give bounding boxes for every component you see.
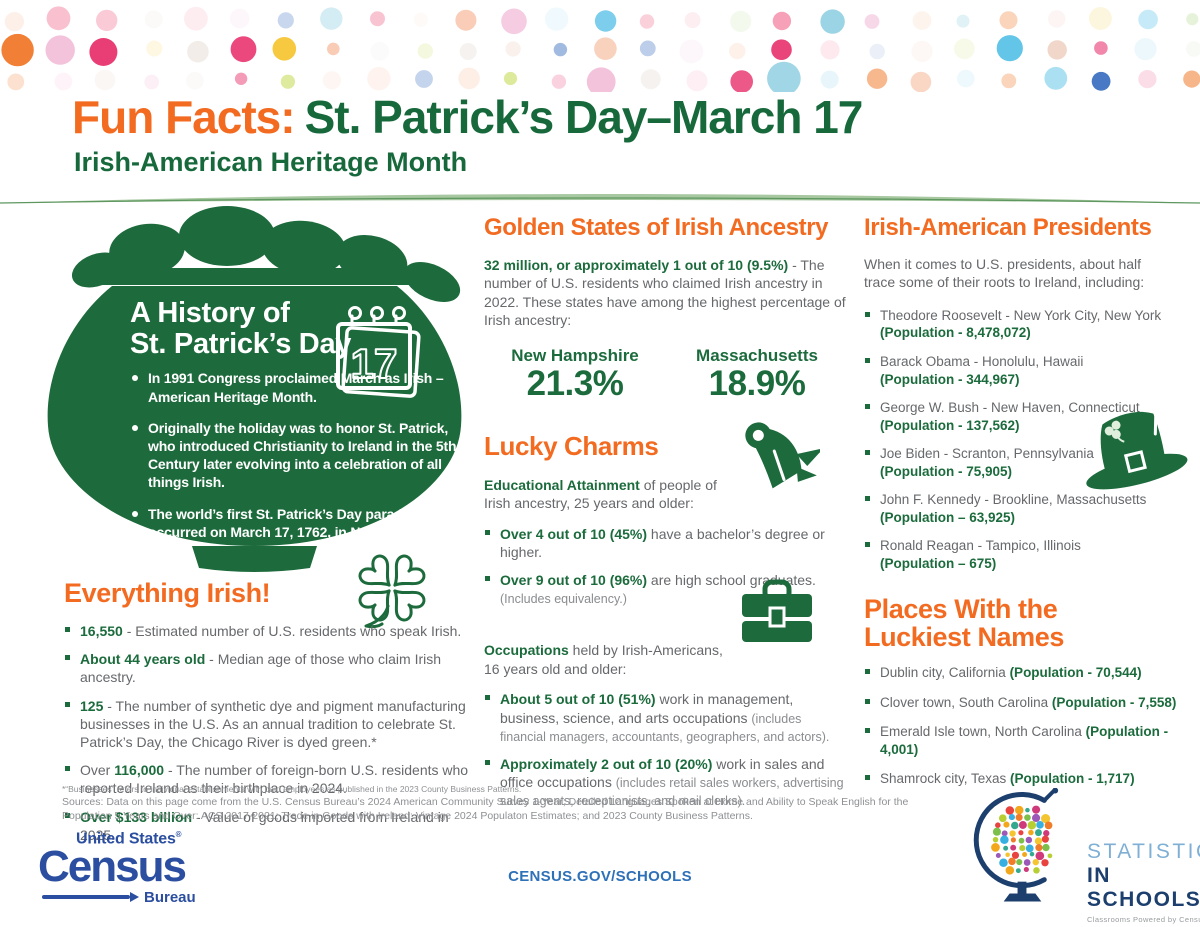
census-logo-rule: Bureau — [42, 889, 208, 906]
education-list: Over 4 out of 10 (45%) have a bachelor’s… — [484, 525, 848, 608]
pot-of-gold: 17 A History of St. Patrick’s Day In 199… — [42, 198, 472, 576]
list-item: The world’s first St. Patrick’s Day para… — [130, 505, 466, 541]
sis-in-schools-label: IN SCHOOLS — [1086, 864, 1200, 911]
decorative-dots — [1, 6, 1200, 92]
place-item: Clover town, South Carolina (Population … — [864, 694, 1196, 712]
sis-logo-text: STATISTICS IN SCHOOLS Classrooms Powered… — [1087, 788, 1200, 924]
president-item: Barack Obama - Honolulu, Hawaii (Populati… — [864, 353, 1186, 388]
list-item: 16,550 - Estimated number of U.S. reside… — [64, 622, 476, 640]
census-logo-wordmark: Census — [38, 842, 187, 892]
right-column: Irish-American Presidents When it comes … — [864, 214, 1186, 800]
page-subtitle: Irish-American Heritage Month — [74, 147, 468, 177]
place-item: Dublin city, California (Population - 70… — [864, 664, 1196, 682]
stat-value: 21.3% — [526, 363, 624, 403]
list-item: Approximately 2 out of 10 (20%) work in … — [484, 755, 848, 810]
clover-icon — [358, 554, 426, 629]
stat-massachusetts: Massachusetts 18.9% — [666, 346, 848, 403]
census-schools-link[interactable]: CENSUS.GOV/SCHOOLS — [508, 868, 692, 885]
stat-value: 18.9% — [708, 363, 806, 403]
golden-states-heading: Golden States of Irish Ancestry — [484, 214, 829, 241]
president-item: Ronald Reagan - Tampico, Illinois (Popula… — [864, 537, 1186, 572]
presidents-intro: When it comes to U.S. presidents, about … — [864, 256, 1145, 291]
census-logo-united-states: United States® — [76, 830, 182, 848]
occupations-intro: Occupations held by Irish-Americans, 16 … — [484, 642, 723, 677]
list-item: Over 116,000 - The number of foreign-bor… — [64, 761, 476, 797]
list-item: About 44 years old - Median age of those… — [64, 650, 476, 686]
list-item: Originally the holiday was to honor St. … — [130, 419, 466, 492]
president-item: George W. Bush - New Haven, Connecticut(… — [864, 399, 1186, 434]
presidents-heading: Irish-American Presidents — [864, 214, 1152, 241]
census-arrow-line — [42, 895, 130, 900]
education-intro: Educational Attainment of people of Iris… — [484, 476, 717, 512]
pot-of-gold-icon: 17 — [47, 206, 462, 572]
briefcase-icon — [742, 579, 812, 642]
list-item: In 1991 Congress proclaimed March as Iri… — [130, 369, 466, 405]
golden-states-intro: 32 million, or approximately 1 out of 10… — [484, 257, 846, 329]
occupations-list: About 5 out of 10 (51%) work in manageme… — [484, 690, 848, 809]
list-item: 125 - The number of synthetic dye and pi… — [64, 697, 476, 752]
presidents-list: Theodore Roosevelt - New York City, New … — [864, 307, 1186, 573]
president-item: John F. Kennedy - Brookline, Massachuset… — [864, 491, 1186, 526]
place-item: Emerald Isle town, North Carolina (Popul… — [864, 723, 1196, 758]
leprechaun-hat-icon — [1086, 409, 1188, 490]
calendar-day: 17 — [351, 340, 398, 387]
middle-column: Golden States of Irish Ancestry 32 milli… — [484, 214, 848, 820]
sis-tagline: Classrooms Powered by Census Data — [1086, 915, 1200, 924]
everything-irish-section: Everything Irish! 16,550 - Estimated num… — [64, 578, 476, 854]
census-logo-bureau: Bureau — [144, 888, 196, 906]
census-bureau-logo: United States® Census Bureau — [38, 830, 208, 906]
census-arrow-head — [130, 892, 139, 903]
lucky-charms-heading: Lucky Charms — [484, 430, 659, 461]
footnote: *“Businesses” refers to individual estab… — [62, 784, 522, 794]
sources-text: Sources: Data on this page come from the… — [62, 796, 909, 822]
diploma-icon — [745, 422, 820, 489]
green-divider — [0, 194, 1200, 204]
title-main: St. Patrick’s Day–March 17 — [304, 91, 864, 143]
everything-irish-heading: Everything Irish! — [64, 578, 271, 608]
stat-new-hampshire: New Hampshire 21.3% — [484, 346, 666, 403]
ancestry-stats: New Hampshire 21.3% Massachusetts 18.9% — [484, 346, 848, 403]
list-item: About 5 out of 10 (51%) work in manageme… — [484, 690, 848, 745]
history-section: A History of St. Patrick’s Day In 1991 C… — [130, 298, 466, 554]
president-item: Joe Biden - Scranton, Pennsylvania (Popul… — [864, 445, 1186, 480]
president-item: Theodore Roosevelt - New York City, New … — [864, 307, 1186, 342]
place-item: Shamrock city, Texas (Population - 1,717… — [864, 770, 1196, 788]
sis-statistics-label: STATISTICS — [1086, 840, 1200, 863]
history-heading: A History of St. Patrick’s Day — [130, 297, 352, 360]
title-prefix: Fun Facts: — [72, 91, 296, 143]
sis-globe-dots — [991, 805, 1053, 875]
statistics-in-schools-logo: STATISTICS IN SCHOOLS Classrooms Powered… — [970, 788, 1200, 924]
places-list: Dublin city, California (Population - 70… — [864, 664, 1186, 788]
history-list: In 1991 Congress proclaimed March as Iri… — [130, 369, 466, 541]
list-item: Over $133 billion - Value of goods impor… — [64, 808, 476, 844]
sis-globe-icon — [973, 788, 1059, 902]
list-item: Over 4 out of 10 (45%) have a bachelor’s… — [484, 525, 848, 561]
calendar-icon: 17 — [336, 306, 421, 398]
page-title: Fun Facts: St. Patrick’s Day–March 17 — [72, 90, 864, 144]
places-heading: Places With the Luckiest Names — [864, 593, 1064, 652]
everything-irish-list: 16,550 - Estimated number of U.S. reside… — [64, 622, 476, 844]
